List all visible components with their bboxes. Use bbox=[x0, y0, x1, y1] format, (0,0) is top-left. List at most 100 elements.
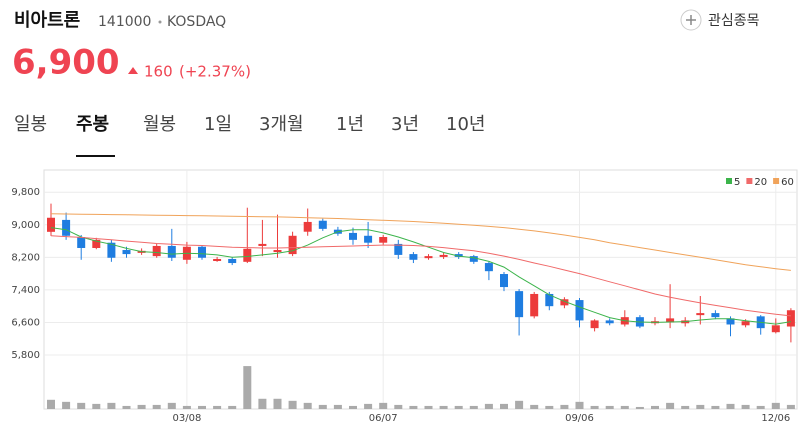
tab[interactable]: 월봉 bbox=[143, 114, 176, 135]
tab[interactable]: 1일 bbox=[204, 114, 232, 135]
candle-body bbox=[379, 237, 388, 243]
candle-body bbox=[726, 318, 735, 325]
stock-name: 비아트론 bbox=[14, 10, 80, 31]
volume-bar bbox=[62, 401, 71, 409]
volume-bar bbox=[303, 402, 312, 409]
volume-bar bbox=[786, 404, 795, 409]
moving-average-line bbox=[50, 235, 791, 317]
candle-body bbox=[424, 256, 433, 259]
volume-bar bbox=[545, 405, 554, 409]
candle-body bbox=[47, 217, 55, 232]
candle-body bbox=[409, 254, 418, 260]
volume-bar bbox=[424, 405, 433, 409]
candle-body bbox=[590, 320, 599, 329]
volume-bar bbox=[681, 405, 690, 409]
y-tick-label: 9,000 bbox=[11, 220, 40, 231]
x-tick-label: 09/06 bbox=[565, 413, 594, 424]
up-arrow bbox=[128, 67, 138, 74]
volume-bar bbox=[454, 405, 463, 409]
volume-bar bbox=[605, 405, 614, 409]
y-tick-label: 9,800 bbox=[11, 187, 40, 198]
candle-body bbox=[318, 220, 327, 229]
volume-bar bbox=[726, 403, 735, 409]
x-tick-label: 12/06 bbox=[761, 413, 790, 424]
favorite-button[interactable]: 관심종목 bbox=[708, 13, 760, 29]
legend-label: 60 bbox=[781, 177, 794, 188]
volume-bar bbox=[500, 403, 508, 409]
volume-bar bbox=[167, 402, 176, 409]
volume-bar bbox=[530, 404, 539, 409]
price-change: 160 bbox=[144, 63, 173, 81]
volume-bar bbox=[515, 400, 524, 409]
tab[interactable]: 1년 bbox=[336, 114, 364, 135]
candle-body bbox=[394, 243, 403, 255]
candle-body bbox=[696, 313, 705, 316]
volume-bar bbox=[318, 404, 327, 409]
volume-bar bbox=[213, 405, 222, 409]
price-change-pct: (+2.37%) bbox=[179, 63, 251, 81]
volume-bar bbox=[484, 403, 493, 409]
volume-bar bbox=[288, 400, 297, 409]
y-tick-label: 5,800 bbox=[11, 350, 40, 361]
volume-bar bbox=[47, 399, 55, 409]
x-tick-label: 06/07 bbox=[369, 413, 398, 424]
moving-average-line bbox=[50, 213, 791, 271]
candle-body bbox=[469, 256, 478, 262]
candle-body bbox=[771, 325, 780, 333]
candle-body bbox=[666, 318, 675, 323]
volume-bar bbox=[137, 404, 146, 409]
volume-bar bbox=[590, 405, 599, 409]
volume-bar bbox=[364, 403, 373, 409]
volume-bar bbox=[243, 366, 252, 409]
stock-code: 141000 bbox=[98, 14, 151, 30]
candle-body bbox=[515, 291, 524, 318]
candle-body bbox=[213, 258, 222, 262]
volume-bar bbox=[107, 402, 116, 409]
volume-bar bbox=[379, 402, 388, 409]
legend-label: 5 bbox=[734, 177, 740, 188]
plot-frame bbox=[43, 169, 798, 356]
volume-bar bbox=[560, 404, 569, 409]
moving-average-line bbox=[50, 227, 791, 325]
volume-bar bbox=[666, 402, 675, 409]
candle-body bbox=[273, 250, 282, 253]
tab[interactable]: 3년 bbox=[391, 114, 419, 135]
volume-bar bbox=[394, 404, 403, 409]
volume-bar bbox=[182, 405, 191, 409]
favorite-plus bbox=[686, 15, 696, 25]
candle-body bbox=[545, 293, 554, 307]
candle-body bbox=[500, 274, 508, 288]
tab[interactable]: 10년 bbox=[446, 114, 485, 135]
candle-body bbox=[303, 221, 312, 232]
volume-bar bbox=[333, 404, 342, 409]
volume-bar bbox=[756, 405, 765, 409]
legend-swatch bbox=[726, 178, 732, 184]
favorite-icon[interactable] bbox=[680, 9, 702, 31]
candle-body bbox=[575, 300, 584, 321]
candle-body bbox=[122, 250, 131, 255]
tab[interactable]: 3개월 bbox=[259, 114, 304, 135]
candle-body bbox=[228, 258, 237, 264]
candle-body bbox=[484, 263, 493, 272]
tab[interactable]: 주봉 bbox=[76, 114, 109, 135]
candle-body bbox=[349, 232, 357, 240]
volume-bar bbox=[635, 406, 644, 409]
volume-bar bbox=[469, 405, 478, 409]
y-tick-label: 7,400 bbox=[11, 285, 40, 296]
candle-body bbox=[167, 245, 176, 258]
candle-body bbox=[364, 235, 373, 243]
candle-body bbox=[198, 246, 206, 258]
x-tick-label: 03/08 bbox=[172, 413, 201, 424]
candle-body bbox=[62, 219, 71, 236]
price: 6,900 bbox=[12, 43, 120, 83]
volume-bar bbox=[152, 404, 161, 409]
volume-bar bbox=[198, 405, 206, 409]
volume-bar bbox=[122, 405, 131, 409]
candle-body bbox=[530, 293, 539, 317]
volume-bar bbox=[273, 398, 282, 409]
y-tick-label: 8,200 bbox=[11, 252, 40, 263]
candle-body bbox=[786, 310, 795, 327]
volume-bar bbox=[228, 405, 237, 409]
tab[interactable]: 일봉 bbox=[14, 114, 47, 135]
